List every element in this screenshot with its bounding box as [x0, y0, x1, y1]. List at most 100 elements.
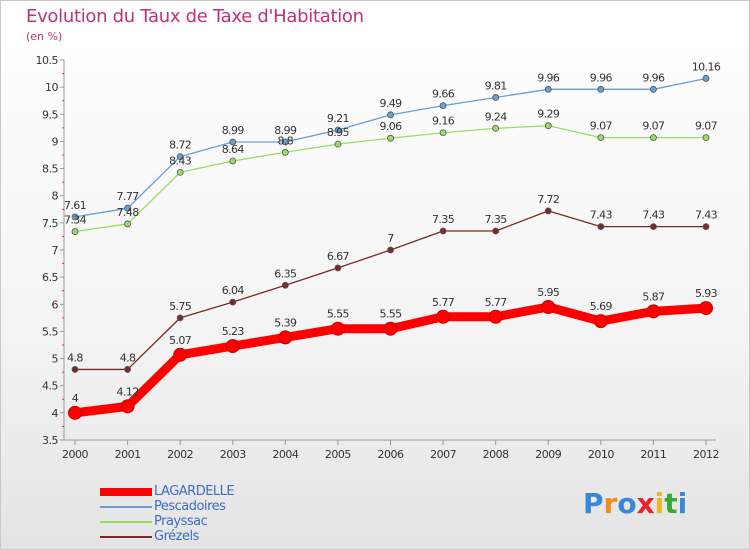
brand-logo: Proxiti — [583, 487, 688, 520]
data-label: 4.12 — [117, 385, 139, 398]
x-tick-label: 2012 — [693, 448, 719, 461]
data-point — [278, 330, 293, 345]
x-tick-label: 2011 — [640, 448, 666, 461]
data-label: 5.77 — [432, 296, 455, 309]
legend-swatch — [100, 536, 152, 538]
data-label: 6.35 — [274, 267, 297, 280]
data-label: 8.99 — [274, 124, 297, 137]
data-label: 4 — [72, 392, 79, 405]
data-label: 9.96 — [642, 71, 665, 84]
data-point — [702, 223, 710, 231]
data-label: 9.66 — [432, 88, 455, 101]
y-tick-label: 5 — [52, 353, 59, 366]
legend-item-pescadoires: Pescadoires — [100, 499, 400, 514]
data-point — [71, 213, 79, 221]
legend: LAGARDELLE Pescadoires Prayssac Grézels — [100, 484, 400, 544]
legend-label: LAGARDELLE — [154, 484, 235, 499]
data-point — [439, 227, 447, 235]
data-point — [439, 102, 447, 109]
data-point — [124, 220, 131, 228]
data-label: 7.72 — [537, 193, 559, 206]
data-label: 8.72 — [169, 139, 191, 152]
data-label: 5.55 — [379, 308, 402, 321]
data-label: 5.75 — [169, 300, 192, 313]
legend-label: Prayssac — [154, 514, 208, 529]
y-tick-label: 5.5 — [42, 325, 58, 338]
legend-item-grezels: Grézels — [100, 529, 400, 544]
data-label: 4.8 — [67, 351, 83, 364]
y-tick-label: 7 — [52, 244, 59, 257]
y-tick-label: 9.5 — [42, 108, 58, 121]
data-point — [544, 207, 552, 215]
data-point — [176, 153, 184, 161]
data-label: 9.06 — [379, 120, 402, 133]
data-label: 9.81 — [485, 79, 507, 92]
data-label: 7.34 — [64, 214, 87, 227]
x-tick-label: 2002 — [167, 448, 193, 461]
y-tick-label: 4.5 — [42, 380, 58, 393]
data-label: 7.43 — [642, 209, 665, 222]
data-label: 7.77 — [117, 190, 140, 203]
data-point — [387, 111, 394, 119]
data-point — [225, 339, 240, 354]
y-tick-label: 10 — [45, 81, 58, 94]
data-label: 5.95 — [537, 286, 560, 299]
data-point — [436, 309, 451, 324]
x-tick-label: 2005 — [325, 448, 351, 461]
data-label: 8.8 — [277, 134, 293, 147]
data-label: 6.04 — [222, 284, 245, 297]
legend-item-prayssac: Prayssac — [100, 514, 400, 529]
data-point — [173, 347, 188, 362]
data-point — [492, 227, 500, 235]
data-point — [176, 168, 184, 176]
legend-item-lagardelle: LAGARDELLE — [100, 484, 400, 499]
data-label: 9.49 — [379, 97, 402, 110]
y-tick-label: 6 — [52, 298, 59, 311]
data-label: 7.43 — [590, 209, 613, 222]
y-tick-label: 8.5 — [42, 163, 58, 176]
data-point — [387, 134, 394, 142]
x-tick-label: 2000 — [62, 448, 88, 461]
data-point — [330, 321, 345, 336]
data-point — [650, 134, 657, 142]
data-point — [334, 140, 342, 148]
legend-swatch — [100, 506, 152, 508]
data-label: 4.8 — [120, 351, 136, 364]
data-point — [387, 246, 394, 254]
legend-swatch — [100, 521, 152, 523]
data-point — [544, 122, 552, 130]
data-point — [229, 157, 237, 165]
data-label: 7.61 — [64, 199, 86, 212]
data-point — [439, 129, 447, 137]
data-point — [544, 85, 552, 93]
chart-title: Evolution du Taux de Taxe d'Habitation — [26, 6, 364, 27]
data-label: 8.43 — [169, 154, 192, 167]
data-point — [646, 304, 661, 319]
y-tick-label: 10.5 — [36, 54, 59, 67]
data-point — [71, 228, 79, 235]
data-label: 8.95 — [327, 126, 350, 139]
y-tick-label: 3.5 — [42, 434, 58, 447]
legend-label: Grézels — [154, 529, 199, 544]
data-label: 5.23 — [222, 325, 245, 338]
x-tick-label: 2010 — [588, 448, 614, 461]
data-label: 7.48 — [117, 206, 140, 219]
data-point — [702, 134, 710, 142]
y-tick-label: 8 — [52, 190, 59, 203]
data-label: 10.16 — [692, 60, 721, 73]
data-point — [229, 298, 237, 306]
data-point — [334, 126, 342, 134]
data-point — [699, 301, 713, 316]
data-point — [593, 314, 608, 329]
data-point — [120, 399, 135, 414]
data-point — [597, 223, 605, 231]
x-tick-label: 2007 — [430, 448, 456, 461]
data-label: 9.07 — [642, 120, 665, 133]
data-label: 5.77 — [485, 296, 508, 309]
data-point — [281, 148, 289, 156]
data-point — [383, 321, 398, 336]
data-label: 8.99 — [222, 124, 245, 137]
data-point — [71, 366, 79, 373]
data-point — [488, 309, 503, 324]
data-point — [541, 300, 556, 314]
